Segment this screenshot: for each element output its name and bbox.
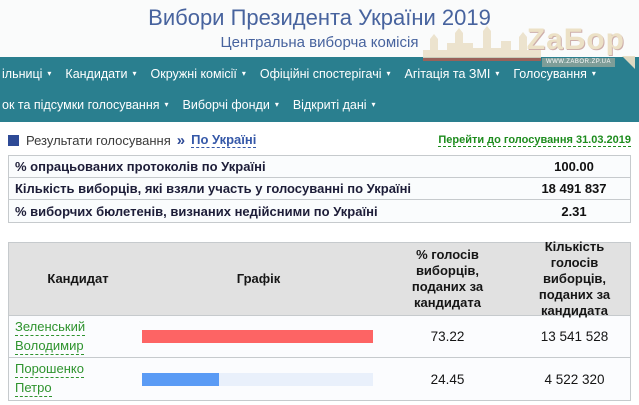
candidate-link[interactable]: Петро [15, 380, 52, 397]
vote-bar [142, 372, 220, 386]
chevron-down-icon: ▾ [132, 69, 137, 78]
breadcrumb-separator: » [176, 131, 186, 149]
column-header-candidate: Кандидат [47, 271, 109, 286]
candidate-name-cell: Зеленський Володимир [9, 318, 141, 356]
nav-item-vidkryti-dani[interactable]: Відкриті дані ▾ [286, 98, 383, 112]
candidate-link[interactable]: Порошенко [15, 361, 84, 378]
votes-value: 13 541 528 [540, 329, 609, 344]
column-header-percent-text: % голосів виборців, поданих за кандидата [411, 247, 484, 310]
column-header-votes-text: Кількість голосів виборців, поданих за к… [538, 239, 611, 318]
stat-value: 100.00 [554, 159, 594, 174]
nav-item-ahitatsiia-zmi[interactable]: Агітація та ЗМІ ▾ [398, 67, 507, 81]
table-row: Порошенко Петро 24.45 4 522 320 [9, 358, 630, 400]
table-row: % виборчих бюлетенів, визнаних недійсним… [9, 200, 630, 222]
results-table: Кандидат Графік % голосів виборців, пода… [8, 239, 631, 401]
chevron-down-icon: ▾ [241, 69, 246, 78]
breadcrumb-square-icon [8, 134, 19, 146]
stat-label: % опрацьованих протоколів по Україні [15, 159, 266, 174]
column-header-votes: Кількість голосів виборців, поданих за к… [519, 239, 630, 319]
breadcrumb-section: Результати голосування [26, 132, 171, 148]
graph-cell [141, 372, 376, 386]
candidate-link[interactable]: Зеленський [15, 318, 86, 336]
vote-bar-track [142, 330, 373, 343]
breadcrumb-current-link[interactable]: По Україні [191, 132, 257, 148]
summary-stats-table: % опрацьованих протоколів по Україні 100… [8, 155, 631, 223]
stat-label: % виборчих бюлетенів, визнаних недійсним… [15, 203, 378, 219]
results-table-header: Кандидат Графік % голосів виборців, пода… [9, 239, 630, 318]
goto-voting-link[interactable]: Перейти до голосування 31.03.2019 [438, 133, 631, 147]
breadcrumb: Результати голосування » По Україні Пере… [8, 130, 631, 150]
nav-item-kandydaty[interactable]: Кандидати ▾ [58, 67, 143, 81]
nav-item-label: Кандидати [65, 67, 128, 81]
nav-item-label: ільниці [2, 67, 43, 81]
nav-item-label: Відкриті дані [292, 98, 367, 112]
main-navigation: ільниці ▾ Кандидати ▾ Окружні комісії ▾ … [0, 57, 639, 122]
nav-item-sposterihachi[interactable]: Офіційні спостерігачі ▾ [253, 67, 398, 81]
vote-bar [142, 330, 373, 343]
main-content: Результати голосування » По Україні Пере… [0, 130, 639, 401]
nav-item-label: Голосування [513, 67, 587, 81]
column-header-graph: Графік [236, 271, 281, 286]
chevron-down-icon: ▾ [591, 69, 596, 78]
nav-item-label: ок та підсумки голосування [2, 98, 160, 112]
table-row: Кількість виборців, які взяли участь у г… [9, 178, 630, 200]
stat-value: 18 491 837 [541, 181, 607, 196]
candidate-link[interactable]: Володимир [15, 337, 84, 355]
nav-item-label: Офіційні спостерігачі [259, 67, 382, 81]
nav-item-label: Окружні комісії [150, 67, 237, 81]
graph-cell [141, 330, 376, 343]
stat-value: 2.31 [561, 203, 587, 219]
nav-item-label: Агітація та ЗМІ [404, 67, 491, 81]
column-header-percent: % голосів виборців, поданих за кандидата [376, 247, 519, 311]
nav-item-vyborchi-fondy[interactable]: Виборчі фонди ▾ [176, 98, 286, 112]
percent-value: 24.45 [430, 371, 465, 387]
nav-row-2: ок та підсумки голосування ▾ Виборчі фон… [0, 89, 639, 121]
nav-item-okruzhni-komisii[interactable]: Окружні комісії ▾ [144, 67, 253, 81]
chevron-down-icon: ▾ [386, 69, 391, 78]
page-subtitle: Центральна виборча комісія [220, 34, 419, 51]
votes-value: 4 522 320 [544, 371, 605, 387]
candidate-name-cell: Порошенко Петро [9, 360, 141, 398]
page-title: Вибори Президента України 2019 [148, 5, 491, 30]
chevron-down-icon: ▾ [164, 100, 169, 109]
stat-label: Кількість виборців, які взяли участь у г… [15, 181, 412, 196]
nav-item-pidsumky-holosuvannia[interactable]: ок та підсумки голосування ▾ [0, 98, 176, 112]
chevron-down-icon: ▾ [371, 100, 376, 109]
nav-row-1: ільниці ▾ Кандидати ▾ Окружні комісії ▾ … [0, 57, 639, 89]
chevron-down-icon: ▾ [495, 69, 500, 78]
nav-item-holosuvannia[interactable]: Голосування ▾ [506, 67, 603, 81]
chevron-down-icon: ▾ [47, 69, 52, 78]
site-header: Вибори Президента України 2019 Центральн… [0, 0, 639, 57]
nav-item-label: Виборчі фонди [182, 98, 270, 112]
table-row: % опрацьованих протоколів по Україні 100… [9, 156, 630, 178]
vote-bar-track [142, 372, 373, 386]
percent-value: 73.22 [430, 329, 465, 344]
nav-item-dilnytsi[interactable]: ільниці ▾ [0, 67, 58, 81]
table-row: Зеленський Володимир 73.22 13 541 528 [9, 316, 630, 358]
chevron-down-icon: ▾ [274, 100, 279, 109]
